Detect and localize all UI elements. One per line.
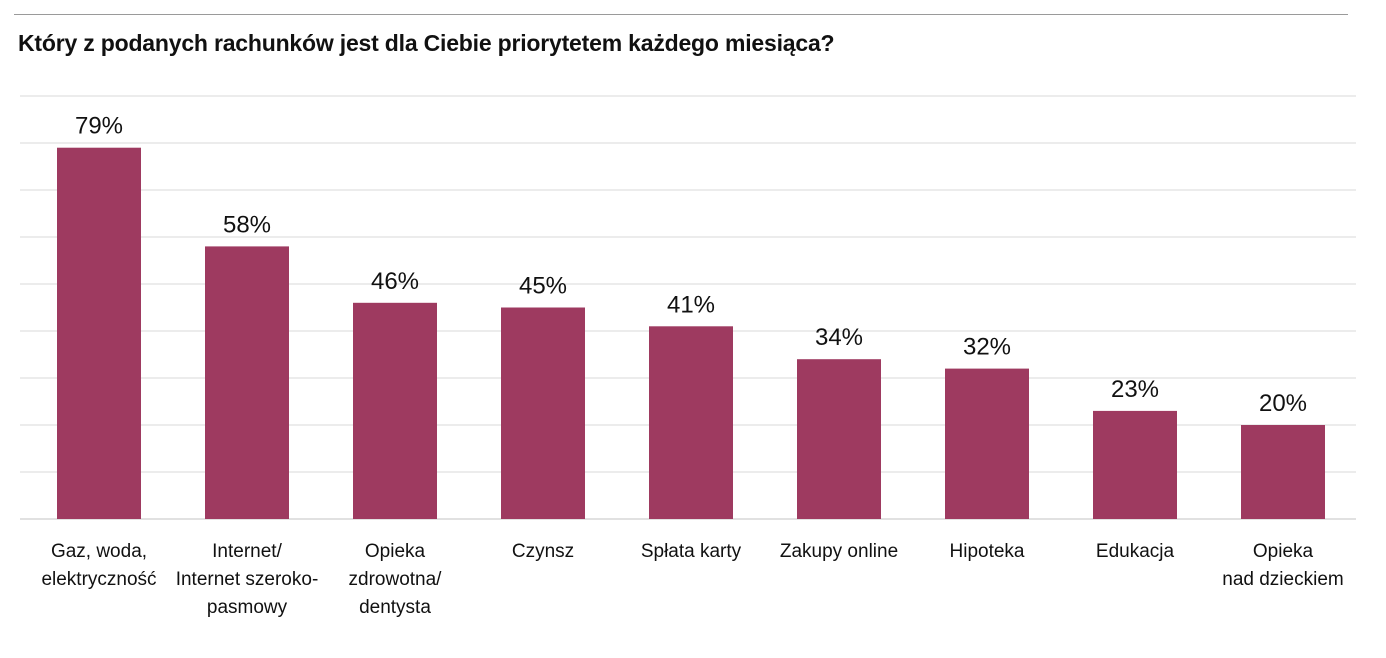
value-labels: 79% 58% 46% 45% 41% 34% 32% 23% 20% bbox=[75, 113, 1307, 417]
category-label: nad dzieckiem bbox=[1222, 569, 1343, 590]
bars bbox=[57, 147, 1325, 519]
category-label: Zakupy online bbox=[780, 541, 898, 562]
data-label: 58% bbox=[223, 211, 271, 238]
data-label: 23% bbox=[1111, 376, 1159, 403]
data-label: 45% bbox=[519, 273, 567, 300]
bar bbox=[1093, 410, 1177, 519]
category-label: Gaz, woda, bbox=[51, 541, 147, 562]
category-label: Internet/ bbox=[212, 541, 282, 562]
category-label: Spłata karty bbox=[641, 541, 742, 562]
bar bbox=[205, 246, 289, 519]
category-label: Opieka bbox=[1253, 541, 1314, 562]
category-label: Internet szeroko- bbox=[176, 569, 319, 590]
category-label: pasmowy bbox=[207, 597, 288, 618]
category-label: dentysta bbox=[359, 597, 431, 618]
category-label: Hipoteka bbox=[950, 541, 1025, 562]
data-label: 41% bbox=[667, 291, 715, 318]
data-label: 20% bbox=[1259, 390, 1307, 417]
bar bbox=[501, 307, 585, 519]
data-label: 34% bbox=[815, 324, 863, 351]
bar bbox=[353, 302, 437, 519]
category-label: zdrowotna/ bbox=[349, 569, 443, 590]
category-label: Czynsz bbox=[512, 541, 574, 562]
data-label: 32% bbox=[963, 334, 1011, 361]
category-labels: Gaz, woda, elektryczność Internet/Internet… bbox=[41, 541, 1343, 618]
data-label: 46% bbox=[371, 268, 419, 295]
category-label: Opieka bbox=[365, 541, 426, 562]
chart-title: Który z podanych rachunków jest dla Cieb… bbox=[18, 30, 835, 56]
data-label: 79% bbox=[75, 113, 123, 140]
top-divider bbox=[14, 14, 1348, 15]
category-label: Edukacja bbox=[1096, 541, 1175, 562]
bar bbox=[797, 359, 881, 519]
bar bbox=[57, 147, 141, 519]
bar bbox=[1241, 425, 1325, 519]
bar bbox=[649, 326, 733, 519]
bar bbox=[945, 368, 1029, 519]
category-label: elektryczność bbox=[41, 569, 156, 590]
